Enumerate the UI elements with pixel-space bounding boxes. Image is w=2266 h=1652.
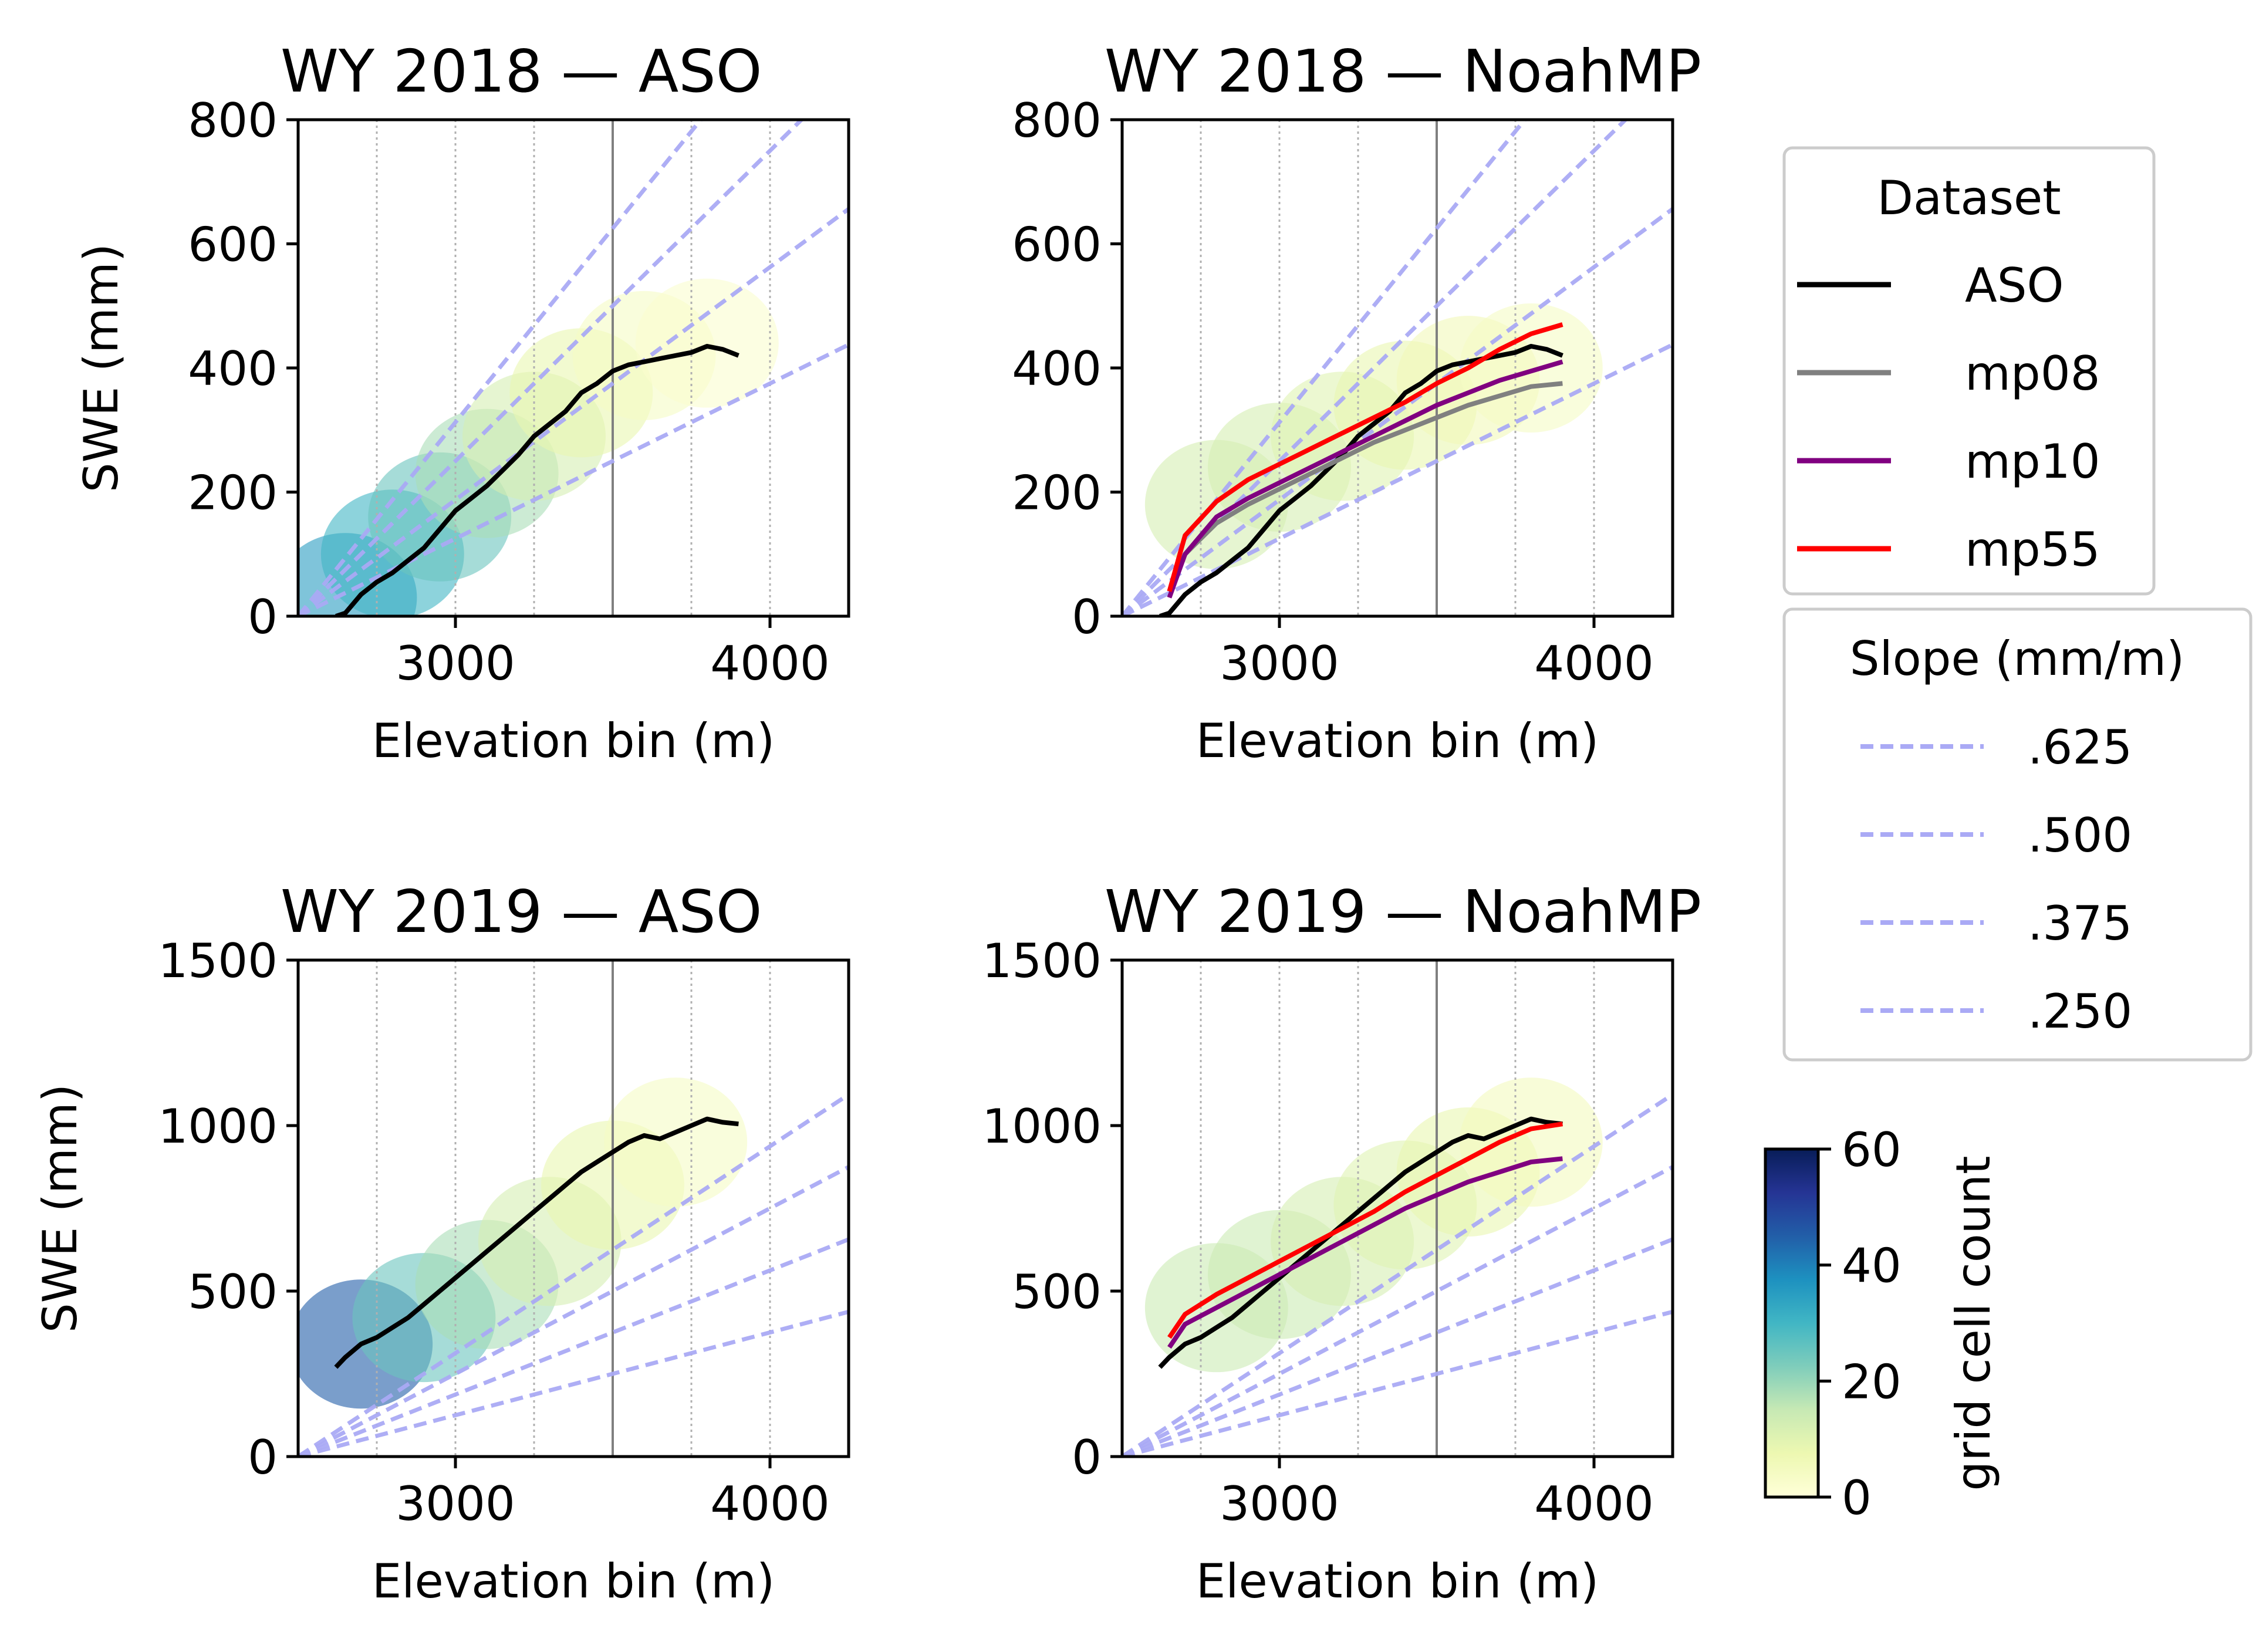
plot-area xyxy=(1122,120,1673,616)
legend-slope-label: .500 xyxy=(2028,808,2132,863)
y-tick-label: 1000 xyxy=(982,1099,1102,1154)
series-line-mp10 xyxy=(1167,1156,1563,1349)
y-tick-label: 0 xyxy=(248,1430,278,1485)
legend-slope-label: .625 xyxy=(2028,720,2132,775)
slope-line xyxy=(298,343,849,616)
slope-line xyxy=(298,1165,849,1457)
y-tick-label: 800 xyxy=(188,93,278,148)
y-tick-label: 1500 xyxy=(158,934,278,988)
colorbar-label: grid cell count xyxy=(1946,1156,2001,1491)
y-tick-label: 500 xyxy=(188,1265,278,1319)
series-line-mp10 xyxy=(1167,359,1563,599)
x-axis-label: Elevation bin (m) xyxy=(1196,1554,1599,1609)
colorbar-gradient xyxy=(1764,1147,1820,1499)
y-axis-label: SWE (mm) xyxy=(74,244,129,492)
y-tick-label: 1500 xyxy=(982,934,1102,988)
y-axis-label: SWE (mm) xyxy=(33,1084,87,1333)
legend-label-ASO: ASO xyxy=(1965,258,2064,313)
series-line-ASO xyxy=(335,344,739,616)
y-tick-label: 600 xyxy=(188,218,278,272)
y-tick-label: 200 xyxy=(1012,466,1102,521)
series-line-mp55 xyxy=(1167,322,1563,592)
series-line-mp55 xyxy=(1167,1121,1563,1339)
y-tick-label: 0 xyxy=(1072,590,1102,644)
panel-title: WY 2019 — NoahMP xyxy=(1105,877,1701,946)
y-tick-label: 400 xyxy=(1012,342,1102,396)
x-tick-label: 4000 xyxy=(1534,636,1654,691)
x-tick-label: 3000 xyxy=(396,1477,515,1531)
x-axis-label: Elevation bin (m) xyxy=(1196,714,1599,768)
slope-line xyxy=(298,120,704,616)
x-axis-label: Elevation bin (m) xyxy=(372,1554,775,1609)
legend-dataset-box xyxy=(1782,146,2156,596)
colorbar-tick-label: 20 xyxy=(1842,1354,1902,1409)
legend-label-mp55: mp55 xyxy=(1965,522,2100,577)
y-tick-label: 1000 xyxy=(158,1099,278,1154)
density-bin xyxy=(604,1077,748,1207)
colorbar-tick-label: 0 xyxy=(1842,1471,1872,1525)
y-tick-label: 400 xyxy=(188,342,278,396)
x-tick-label: 3000 xyxy=(1220,636,1339,691)
density-bin xyxy=(1459,303,1603,433)
y-tick-label: 500 xyxy=(1012,1265,1102,1319)
x-tick-label: 4000 xyxy=(1534,1477,1654,1531)
x-tick-label: 4000 xyxy=(710,636,830,691)
x-tick-label: 3000 xyxy=(1220,1477,1339,1531)
legend-slope: Slope (mm/m) .625 .500 .375 .250 xyxy=(1782,607,2253,1062)
legend-label-mp10: mp10 xyxy=(1965,434,2100,489)
series-line-mp08 xyxy=(1167,381,1563,593)
colorbar: grid cell count 0 20 40 60 xyxy=(1764,1123,2001,1525)
plot-area xyxy=(298,120,849,616)
legend-label-mp08: mp08 xyxy=(1965,346,2100,401)
slope-line xyxy=(1122,1093,1673,1457)
panel-title: WY 2018 — ASO xyxy=(281,37,762,106)
y-tick-label: 800 xyxy=(1012,93,1102,148)
axes-frame xyxy=(296,958,850,1458)
plot-area xyxy=(1122,960,1673,1457)
slope-line xyxy=(1122,343,1673,616)
x-tick-label: 4000 xyxy=(710,1477,830,1531)
colorbar-tick-label: 60 xyxy=(1842,1123,1902,1177)
panel-title: WY 2019 — ASO xyxy=(281,877,762,946)
y-tick-label: 0 xyxy=(248,590,278,644)
slope-line xyxy=(1122,1309,1673,1457)
legend-slope-label: .250 xyxy=(2028,984,2132,1039)
y-tick-label: 600 xyxy=(1012,218,1102,272)
legend-slope-box xyxy=(1782,607,2253,1062)
x-tick-label: 3000 xyxy=(396,636,515,691)
density-bin xyxy=(635,278,779,408)
series-line-ASO xyxy=(1159,344,1563,616)
slope-line xyxy=(298,1093,849,1457)
plot-area xyxy=(298,960,849,1457)
slope-line xyxy=(298,1309,849,1457)
y-tick-label: 200 xyxy=(188,466,278,521)
series-line-ASO xyxy=(334,1116,739,1369)
y-tick-label: 0 xyxy=(1072,1430,1102,1485)
axes-frame xyxy=(1120,958,1674,1458)
slope-line xyxy=(1122,207,1673,616)
legend-dataset: Dataset ASO mp08 mp10 mp55 xyxy=(1782,146,2156,596)
panel-title: WY 2018 — NoahMP xyxy=(1105,37,1701,106)
slope-line xyxy=(298,207,849,616)
x-axis-label: Elevation bin (m) xyxy=(372,714,775,768)
slope-line xyxy=(1122,1165,1673,1457)
series-line-ASO xyxy=(1158,1116,1563,1369)
colorbar-tick-label: 40 xyxy=(1842,1239,1902,1293)
legend-dataset-title: Dataset xyxy=(1877,171,2061,225)
slope-line xyxy=(298,120,805,616)
legend-slope-title: Slope (mm/m) xyxy=(1850,631,2185,686)
legend-slope-label: .375 xyxy=(2028,896,2132,951)
